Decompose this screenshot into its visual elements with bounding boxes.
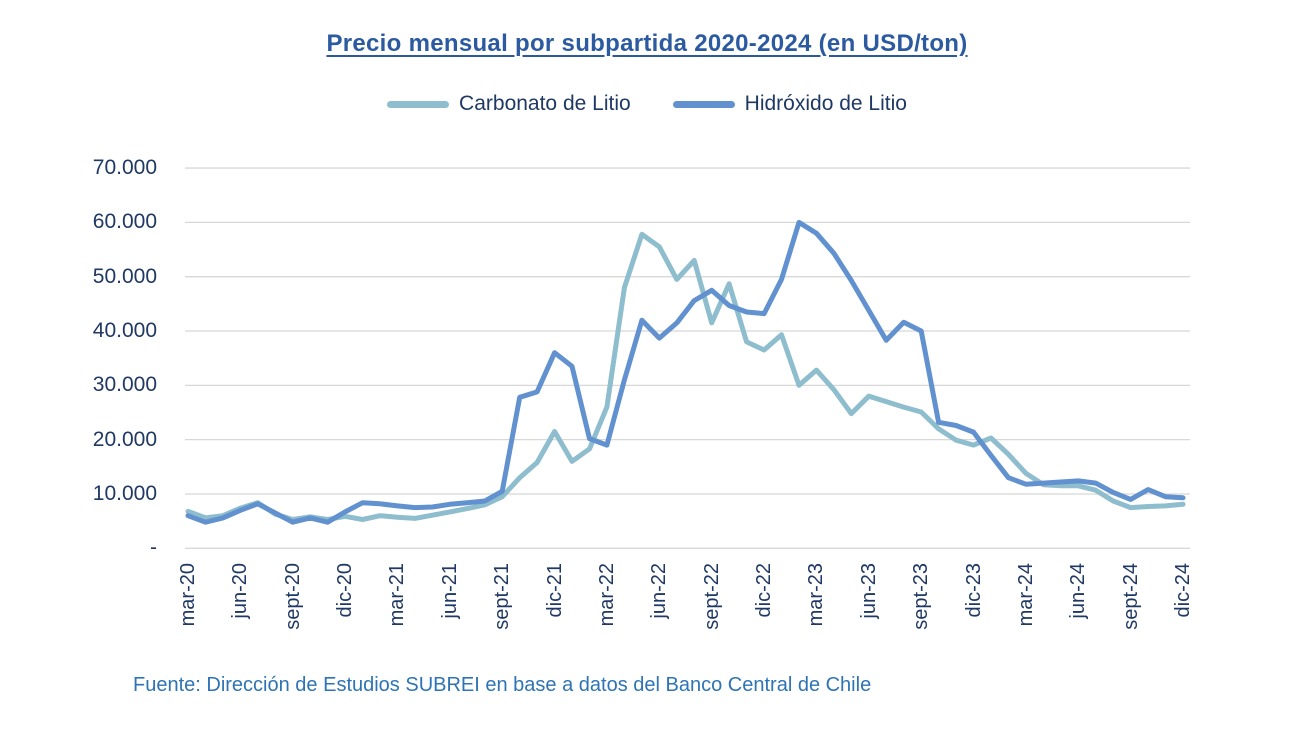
legend-label-hidroxido: Hidróxido de Litio bbox=[744, 92, 907, 115]
source-note: Fuente: Dirección de Estudios SUBREI en … bbox=[133, 674, 872, 696]
x-axis-label: mar-24 bbox=[1014, 563, 1037, 627]
y-axis-label: 40.000 bbox=[92, 319, 157, 343]
legend-swatch-carbonato-icon bbox=[387, 100, 450, 108]
x-axis-label: sept-21 bbox=[491, 563, 514, 630]
chart-title: Precio mensual por subpartida 2020-2024 … bbox=[326, 30, 968, 57]
x-axis-label: sept-24 bbox=[1119, 563, 1142, 630]
y-axis-label: 30.000 bbox=[92, 373, 157, 397]
x-axis-label: dic-23 bbox=[962, 563, 985, 618]
x-axis-label: jun-24 bbox=[1067, 563, 1090, 619]
y-axis-label: 50.000 bbox=[92, 264, 157, 288]
x-axis-label: sept-22 bbox=[700, 563, 723, 630]
x-axis-label: dic-24 bbox=[1172, 563, 1194, 618]
legend-item-carbonato: Carbonato de Litio bbox=[387, 92, 631, 116]
y-axis-label: 70.000 bbox=[92, 156, 157, 180]
legend-label-carbonato: Carbonato de Litio bbox=[459, 92, 631, 115]
y-axis-label: 60.000 bbox=[92, 210, 157, 234]
x-axis-label: jun-22 bbox=[648, 563, 671, 619]
x-axis-label: mar-20 bbox=[177, 563, 199, 627]
series-line-hidroxido bbox=[185, 219, 1186, 525]
x-axis-label: dic-20 bbox=[334, 563, 357, 618]
x-axis-label: sept-20 bbox=[281, 563, 304, 630]
x-axis-label: mar-21 bbox=[386, 563, 409, 627]
gridlines bbox=[185, 167, 1190, 549]
series-line-carbonato bbox=[185, 231, 1186, 522]
x-axis-label: jun-23 bbox=[857, 563, 880, 619]
x-axis-label: dic-21 bbox=[543, 563, 566, 618]
legend: Carbonato de Litio Hidróxido de Litio bbox=[0, 92, 1294, 116]
x-axis-label: mar-23 bbox=[805, 563, 828, 627]
y-axis-label: 20.000 bbox=[92, 427, 157, 451]
x-axis-label: jun-20 bbox=[229, 563, 252, 619]
y-axis-label: - bbox=[150, 536, 157, 560]
x-axis-label: mar-22 bbox=[595, 563, 618, 627]
x-axis-label: dic-22 bbox=[753, 563, 776, 618]
legend-swatch-hidroxido-icon bbox=[672, 100, 735, 108]
x-axis-label: sept-23 bbox=[910, 563, 933, 630]
legend-item-hidroxido: Hidróxido de Litio bbox=[672, 92, 907, 116]
x-axis-label: jun-21 bbox=[438, 563, 461, 619]
series-lines bbox=[185, 219, 1186, 525]
y-axis-label: 10.000 bbox=[92, 481, 157, 505]
